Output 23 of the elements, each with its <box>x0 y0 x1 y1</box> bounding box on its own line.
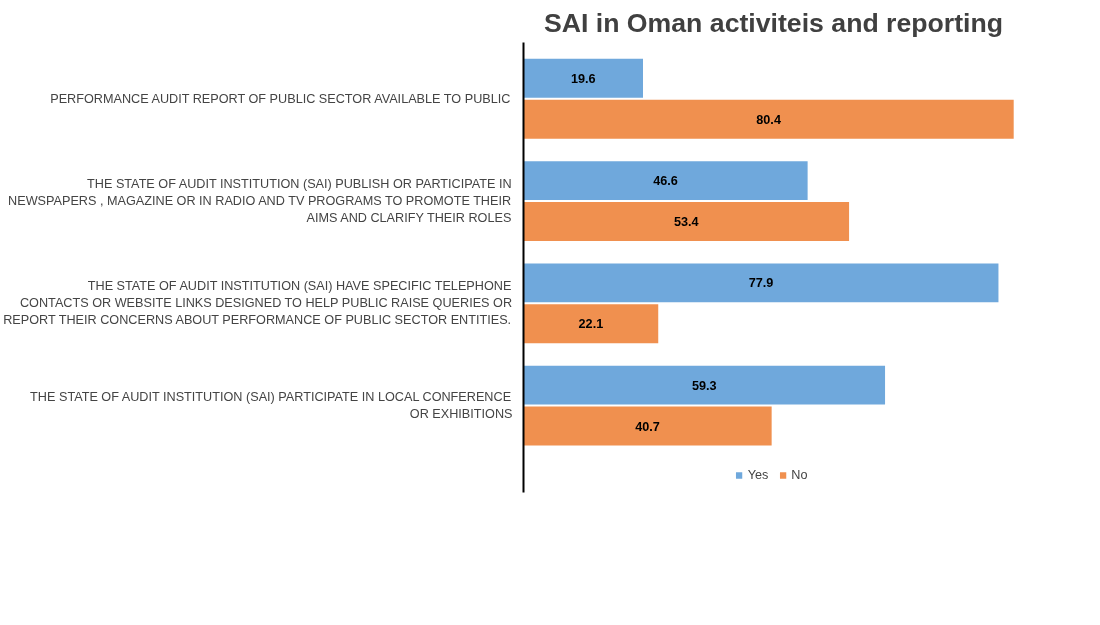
data-label: 46.6 <box>653 174 678 189</box>
data-label: 77.9 <box>748 276 774 291</box>
data-label: 19.6 <box>570 71 596 86</box>
data-label: 53.4 <box>673 214 699 229</box>
data-label: 59.3 <box>691 378 717 393</box>
bar <box>523 406 772 446</box>
data-label: 40.7 <box>635 419 660 434</box>
legend-label: No <box>791 468 809 482</box>
legend-label: Yes <box>747 468 769 482</box>
bar <box>523 99 1014 139</box>
y-tick-label: PERFORMANCE AUDIT REPORT OF PUBLIC SECTOR AVAILABLE TO PUBLIC <box>50 91 511 106</box>
chart-title: SAI in Oman activiteis and reporting <box>543 7 1004 38</box>
bar <box>523 365 886 405</box>
bar <box>523 304 659 344</box>
data-label: 80.4 <box>756 112 781 127</box>
y-tick-label: THE STATE OF AUDIT INSTITUTION (SAI) HAVE SPECIFIC TELEPHONE CONTACTS OR WEBSITE LINKS DESIGNED TO HELP PUBLIC RAISE QUERIES OR REPORT THEIR CONCERNS ABOUT PERFORMANCE OF PUBLIC SECTOR ENTITIES. <box>3 279 513 328</box>
y-tick-label: THE STATE OF AUDIT INSTITUTION (SAI) PARTICIPATE IN LOCAL CONFERENCE OR EXHIBITIONS <box>30 390 513 421</box>
data-label: 22.1 <box>578 317 604 332</box>
bar <box>523 202 850 241</box>
bar <box>523 161 808 200</box>
y-tick-label: THE STATE OF AUDIT INSTITUTION (SAI) PUBLISH OR PARTICIPATE IN NEWSPAPERS , MAGAZINE OR IN RADIO AND TV PROGRAMS TO PROMOTE THEIR AIMS AND CLARIFY THEIR ROLES <box>8 177 512 225</box>
bar <box>523 263 999 303</box>
bar <box>523 58 643 98</box>
